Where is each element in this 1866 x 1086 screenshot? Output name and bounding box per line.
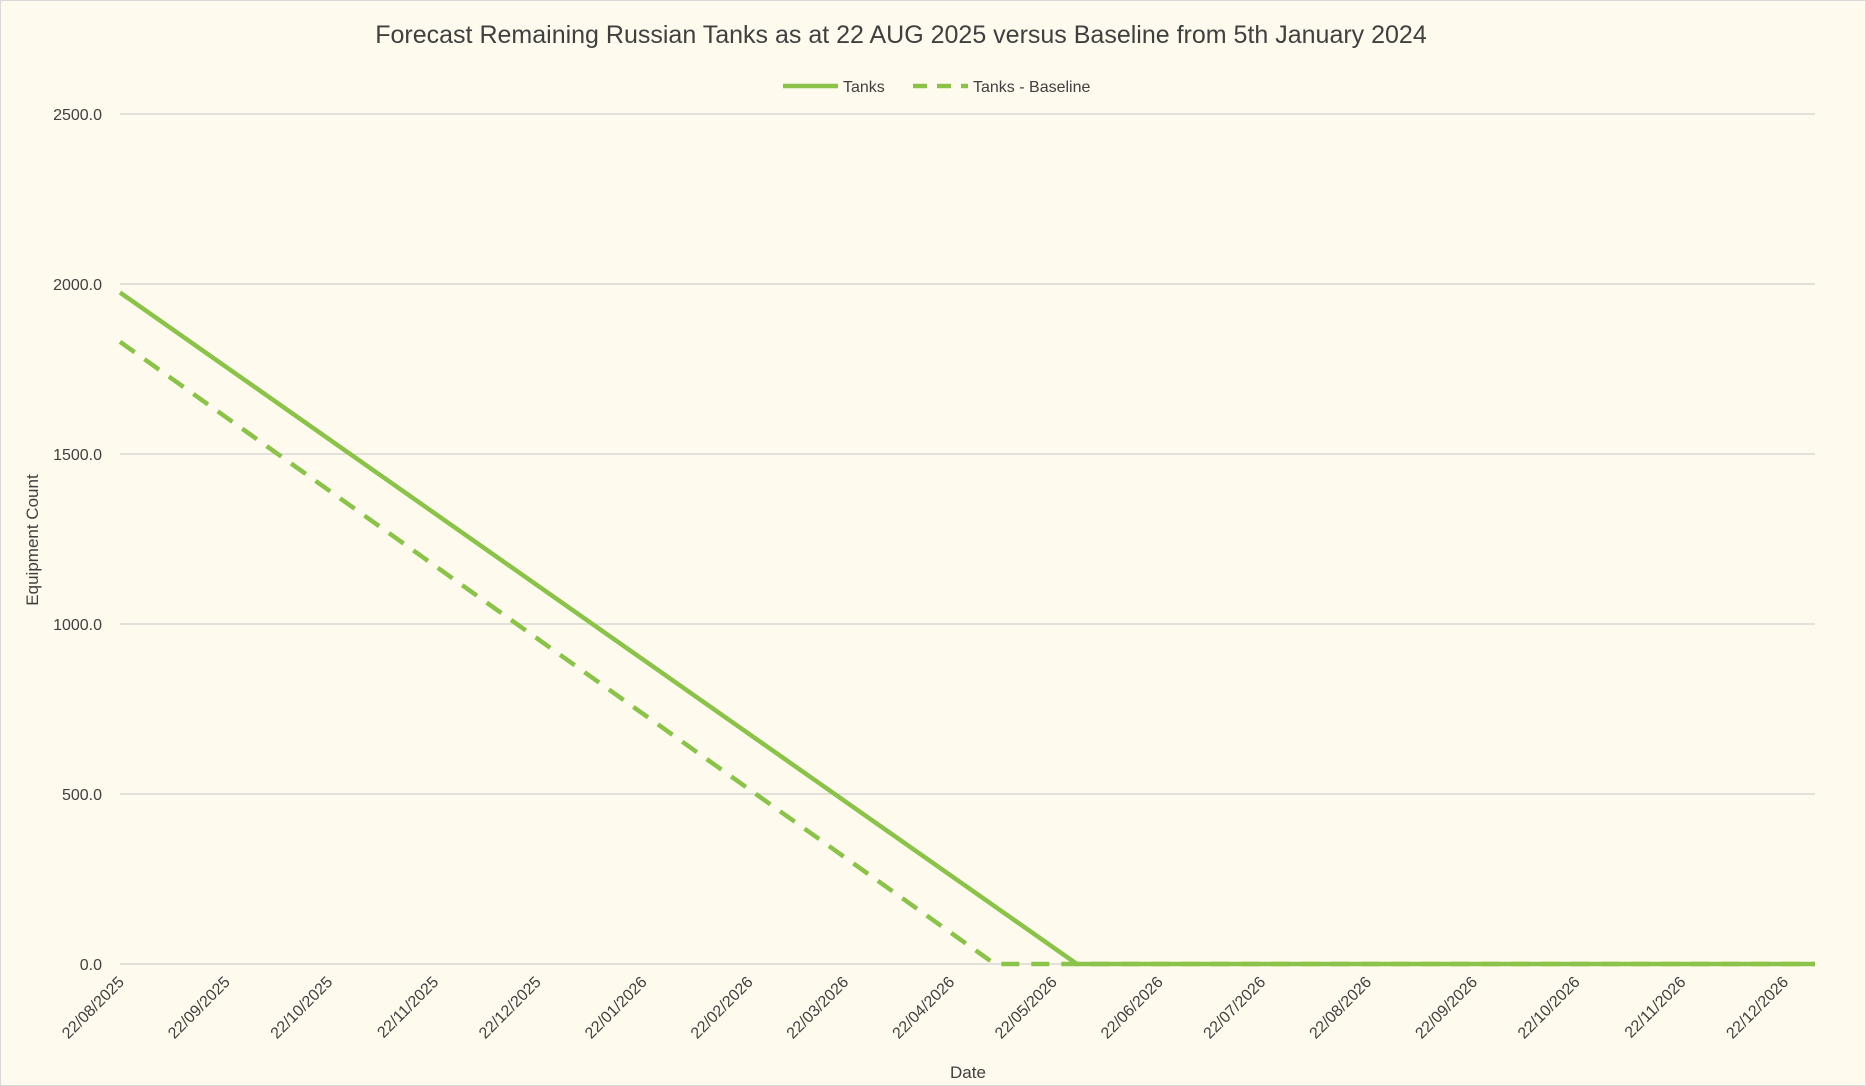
x-tick-label: 22/06/2026 [1098,974,1167,1043]
y-axis-ticks: 0.0 500.0 1000.0 1500.0 2000.0 2500.0 [53,107,102,974]
legend-label: Tanks [843,79,885,96]
x-tick-label: 22/08/2025 [59,974,128,1043]
y-tick-label: 1500.0 [53,447,102,464]
x-tick-label: 22/05/2026 [992,974,1061,1043]
series-line-tanks-baseline [118,339,1815,967]
x-tick-label: 22/07/2026 [1201,974,1270,1043]
x-axis-label: Date [950,1063,986,1082]
x-tick-label: 22/10/2025 [268,974,337,1043]
series-line-tanks [118,290,1815,967]
x-axis-ticks: 22/08/2025 22/09/2025 22/10/2025 22/11/2025… [59,974,1792,1043]
legend: Tanks Tanks - Baseline [783,79,1090,96]
series-layer [118,290,1815,967]
x-tick-label: 22/03/2026 [784,974,853,1043]
x-tick-label: 22/09/2025 [165,974,234,1043]
y-tick-label: 2500.0 [53,107,102,124]
y-tick-label: 0.0 [80,957,102,974]
y-tick-label: 500.0 [62,787,102,804]
x-tick-label: 22/08/2026 [1307,974,1376,1043]
x-tick-label: 22/12/2026 [1723,974,1792,1043]
x-tick-label: 22/02/2026 [688,974,757,1043]
legend-label: Tanks - Baseline [973,79,1090,96]
x-tick-label: 22/01/2026 [582,974,651,1043]
y-tick-label: 2000.0 [53,277,102,294]
chart-title: Forecast Remaining Russian Tanks as at 2… [375,21,1427,49]
gridlines [120,113,1815,965]
x-tick-label: 22/11/2026 [1622,974,1690,1042]
x-tick-label: 22/09/2026 [1412,974,1481,1043]
y-axis-label: Equipment Count [23,474,42,606]
x-tick-label: 22/11/2025 [374,974,442,1042]
x-tick-label: 22/04/2026 [890,974,959,1043]
x-tick-label: 22/10/2026 [1515,974,1584,1043]
y-tick-label: 1000.0 [53,617,102,634]
x-tick-label: 22/12/2025 [476,974,545,1043]
